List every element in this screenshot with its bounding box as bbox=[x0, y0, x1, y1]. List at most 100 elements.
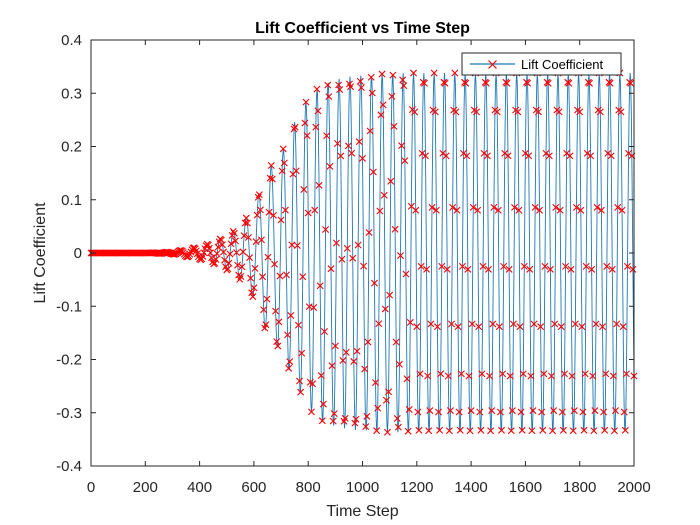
data-point-marker bbox=[284, 331, 292, 339]
data-point-marker bbox=[380, 191, 388, 199]
data-point-marker bbox=[558, 408, 566, 416]
data-point-marker bbox=[433, 323, 441, 331]
data-point-marker bbox=[578, 323, 586, 331]
data-point-marker bbox=[314, 107, 322, 115]
data-point-marker bbox=[208, 254, 216, 262]
data-point-marker bbox=[315, 181, 323, 189]
data-point-marker bbox=[268, 175, 276, 183]
data-point-marker bbox=[372, 379, 380, 387]
data-point-marker bbox=[292, 167, 300, 175]
data-point-marker bbox=[393, 415, 401, 422]
data-point-marker bbox=[600, 408, 608, 416]
data-point-marker bbox=[416, 370, 424, 378]
data-point-marker bbox=[550, 407, 558, 415]
data-point-marker bbox=[365, 229, 373, 236]
data-point-marker bbox=[561, 370, 568, 378]
data-point-marker bbox=[538, 408, 546, 416]
data-point-marker bbox=[423, 265, 431, 273]
data-point-marker bbox=[229, 227, 237, 235]
data-point-marker bbox=[596, 108, 604, 116]
data-point-marker bbox=[200, 249, 208, 257]
data-point-marker bbox=[549, 427, 557, 435]
data-point-marker bbox=[499, 370, 507, 378]
data-point-marker bbox=[400, 82, 408, 90]
data-point-marker bbox=[322, 226, 330, 234]
data-point-marker bbox=[220, 248, 227, 256]
data-point-marker bbox=[226, 250, 234, 258]
data-point-marker bbox=[298, 349, 306, 357]
data-point-marker bbox=[462, 79, 470, 87]
data-point-marker bbox=[620, 408, 628, 416]
data-point-marker bbox=[516, 323, 524, 331]
data-point-marker bbox=[506, 372, 514, 380]
data-point-marker bbox=[504, 152, 512, 160]
data-point-marker bbox=[362, 423, 370, 431]
data-point-marker bbox=[272, 307, 280, 315]
data-point-marker bbox=[453, 206, 461, 214]
data-point-marker bbox=[341, 414, 349, 422]
data-point-marker bbox=[282, 271, 290, 279]
data-point-marker bbox=[296, 377, 304, 385]
x-tick-label: 1000 bbox=[346, 479, 379, 496]
data-point-marker bbox=[233, 249, 241, 257]
data-point-marker bbox=[589, 372, 597, 380]
data-point-marker bbox=[276, 272, 284, 280]
data-point-marker bbox=[490, 203, 498, 211]
data-point-marker bbox=[411, 108, 419, 116]
data-point-marker bbox=[509, 320, 517, 328]
data-point-marker bbox=[331, 342, 339, 350]
data-point-marker bbox=[415, 426, 423, 434]
data-point-marker bbox=[420, 79, 428, 87]
data-point-marker bbox=[590, 427, 598, 435]
data-point-marker bbox=[618, 206, 626, 214]
data-point-marker bbox=[514, 108, 522, 116]
data-point-marker bbox=[500, 262, 508, 270]
data-point-marker bbox=[187, 248, 195, 256]
data-point-marker bbox=[436, 426, 444, 434]
data-point-marker bbox=[536, 206, 544, 214]
data-point-marker bbox=[325, 93, 333, 101]
data-point-marker bbox=[441, 79, 449, 87]
data-point-marker bbox=[413, 323, 421, 331]
data-point-marker bbox=[369, 168, 377, 176]
data-point-marker bbox=[269, 211, 277, 219]
data-point-marker bbox=[353, 347, 361, 355]
y-tick-label: 0.4 bbox=[61, 32, 82, 49]
data-point-marker bbox=[455, 408, 463, 416]
data-point-marker bbox=[484, 265, 492, 273]
data-point-marker bbox=[557, 323, 565, 331]
data-point-marker bbox=[300, 186, 308, 194]
data-point-marker bbox=[606, 79, 614, 87]
data-point-marker bbox=[224, 265, 232, 273]
chart-title: Lift Coefficient vs Time Step bbox=[255, 20, 470, 37]
data-point-marker bbox=[263, 295, 271, 303]
data-point-marker bbox=[425, 427, 433, 435]
data-point-marker bbox=[390, 122, 398, 130]
data-point-marker bbox=[348, 149, 356, 157]
y-tick-label: -0.3 bbox=[56, 405, 82, 422]
data-point-marker bbox=[377, 111, 385, 119]
data-point-marker bbox=[426, 407, 434, 415]
data-point-marker bbox=[449, 203, 457, 211]
data-point-marker bbox=[394, 423, 402, 431]
data-point-marker bbox=[401, 157, 409, 165]
data-point-marker bbox=[285, 364, 293, 372]
data-point-marker bbox=[445, 427, 453, 435]
x-tick-label: 0 bbox=[87, 479, 95, 496]
data-point-marker bbox=[344, 142, 352, 150]
data-point-marker bbox=[545, 152, 553, 160]
data-point-marker bbox=[307, 408, 315, 416]
data-point-marker bbox=[414, 408, 422, 416]
x-tick-label: 1400 bbox=[454, 479, 487, 496]
data-point-marker bbox=[244, 233, 252, 241]
data-point-marker bbox=[546, 265, 554, 273]
data-point-marker bbox=[334, 140, 342, 147]
data-point-marker bbox=[342, 348, 350, 356]
data-point-marker bbox=[303, 132, 311, 140]
data-point-marker bbox=[565, 79, 573, 87]
data-point-marker bbox=[474, 206, 482, 214]
data-point-marker bbox=[469, 203, 477, 211]
data-point-marker bbox=[614, 203, 622, 211]
data-point-marker bbox=[454, 323, 462, 331]
